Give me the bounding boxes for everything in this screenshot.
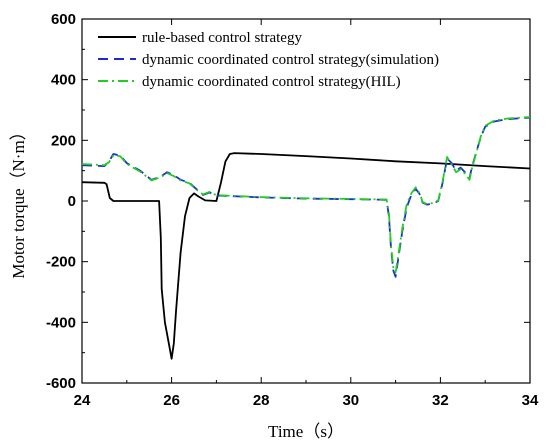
series-layer (82, 116, 530, 360)
legend-label-3: dynamic coordinated control strategy(HIL… (142, 74, 401, 90)
x-tick-label: 26 (163, 392, 180, 409)
legend-label-2: dynamic coordinated control strategy(sim… (142, 52, 439, 68)
y-axis-title: Motor torque（N·m） (9, 123, 28, 278)
series-line-3 (82, 116, 530, 274)
y-tick-label: -400 (46, 314, 76, 331)
legend: rule-based control strategy dynamic coord… (98, 30, 439, 90)
x-tick-label: 28 (253, 392, 270, 409)
x-tick-label: 24 (74, 392, 91, 409)
x-tick-label: 32 (432, 392, 449, 409)
legend-label-1: rule-based control strategy (142, 30, 302, 46)
series-line-2 (82, 116, 530, 278)
y-tick-label: 400 (51, 72, 76, 89)
series-line-1 (82, 152, 530, 360)
x-tick-label: 30 (342, 392, 359, 409)
x-tick-label: 34 (522, 392, 539, 409)
y-tick-label: 600 (51, 11, 76, 28)
x-axis-title: Time（s） (268, 422, 344, 441)
x-axis-ticks: 24 26 28 30 32 34 (74, 19, 539, 409)
y-tick-label: 0 (68, 193, 76, 210)
y-tick-label: -200 (46, 254, 76, 271)
y-tick-label: -600 (46, 375, 76, 392)
y-tick-label: 200 (51, 132, 76, 149)
y-axis-ticks: -600 -400 -200 0 200 400 600 (46, 11, 530, 392)
